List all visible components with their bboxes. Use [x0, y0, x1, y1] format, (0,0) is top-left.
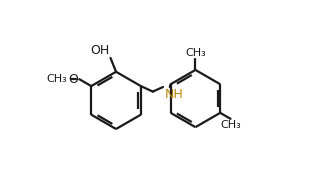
- Text: OH: OH: [90, 44, 110, 57]
- Text: CH₃: CH₃: [185, 48, 206, 57]
- Text: NH: NH: [165, 88, 184, 101]
- Text: O: O: [68, 73, 78, 86]
- Text: CH₃: CH₃: [220, 120, 241, 130]
- Text: CH₃: CH₃: [46, 74, 67, 84]
